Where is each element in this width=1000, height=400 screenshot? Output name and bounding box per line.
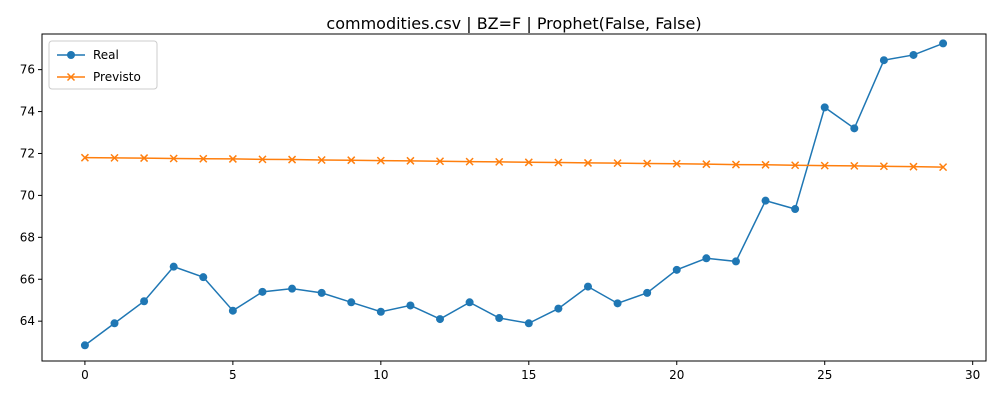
legend-label: Real xyxy=(93,48,119,62)
x-tick-label: 10 xyxy=(373,368,388,382)
data-point xyxy=(850,161,859,170)
data-point xyxy=(228,154,237,163)
x-tick-label: 5 xyxy=(229,368,237,382)
data-point xyxy=(258,155,267,164)
data-point xyxy=(465,157,474,166)
y-tick-label: 74 xyxy=(20,105,35,119)
data-point xyxy=(317,155,326,165)
x-tick-label: 30 xyxy=(965,368,980,382)
data-point xyxy=(199,273,208,282)
data-point xyxy=(435,157,445,166)
data-point xyxy=(643,288,652,297)
series-line xyxy=(84,42,944,346)
data-point xyxy=(80,341,89,350)
data-point xyxy=(909,50,918,59)
data-point xyxy=(169,262,178,271)
y-tick-label: 76 xyxy=(20,63,35,77)
data-point xyxy=(672,265,681,274)
data-point xyxy=(761,160,770,169)
data-point xyxy=(347,156,356,165)
legend-item-previsto: Previsto xyxy=(57,70,141,84)
data-point xyxy=(376,307,385,316)
data-point xyxy=(288,284,297,293)
series-line xyxy=(84,156,944,168)
data-point xyxy=(731,257,740,266)
legend: Real Previsto xyxy=(48,40,158,90)
data-point xyxy=(110,153,119,162)
data-point xyxy=(939,39,948,48)
legend-label: Previsto xyxy=(93,70,141,84)
data-point xyxy=(672,159,681,168)
legend-marker xyxy=(66,72,76,82)
data-point xyxy=(406,156,415,165)
data-point xyxy=(850,124,859,133)
series-real xyxy=(80,39,948,350)
data-point xyxy=(495,157,504,166)
data-point xyxy=(524,158,533,167)
data-point xyxy=(347,298,356,307)
data-point xyxy=(791,205,800,214)
data-point xyxy=(495,314,504,323)
data-point xyxy=(702,160,711,169)
data-point xyxy=(879,162,888,171)
data-point xyxy=(140,154,149,163)
data-point xyxy=(288,155,297,164)
legend-item-real: Real xyxy=(57,48,119,62)
x-tick-label: 25 xyxy=(817,368,832,382)
legend-marker xyxy=(67,51,75,59)
data-point xyxy=(465,298,474,307)
data-point xyxy=(199,154,208,163)
data-point xyxy=(643,159,652,168)
y-tick-label: 68 xyxy=(20,230,35,244)
data-point xyxy=(879,56,888,65)
data-point xyxy=(731,160,740,169)
data-point xyxy=(613,299,622,308)
data-point xyxy=(791,161,800,170)
data-point xyxy=(820,103,829,112)
data-point xyxy=(228,306,237,315)
y-tick-label: 64 xyxy=(20,314,35,328)
data-point xyxy=(406,301,415,310)
data-point xyxy=(258,287,267,296)
data-point xyxy=(820,161,829,170)
y-tick-label: 70 xyxy=(20,188,35,202)
y-tick-label: 66 xyxy=(20,272,35,286)
data-point xyxy=(169,154,178,163)
chart-title: commodities.csv | BZ=F | Prophet(False, … xyxy=(326,14,701,33)
data-point xyxy=(436,315,445,324)
x-axis: 0 5 10 15 20 25 30 xyxy=(81,361,980,382)
data-point xyxy=(761,196,770,205)
x-tick-label: 15 xyxy=(521,368,536,382)
x-tick-label: 20 xyxy=(669,368,684,382)
data-point xyxy=(939,163,948,172)
data-point xyxy=(554,304,563,313)
series-layer xyxy=(80,39,948,350)
data-point xyxy=(909,162,918,171)
data-point xyxy=(376,156,385,165)
plot-frame xyxy=(41,33,987,362)
y-tick-label: 72 xyxy=(20,146,35,160)
x-tick-label: 0 xyxy=(81,368,89,382)
data-point xyxy=(554,158,563,167)
data-point xyxy=(702,254,711,263)
data-point xyxy=(583,158,593,167)
data-point xyxy=(140,297,149,306)
data-point xyxy=(583,282,592,291)
data-point xyxy=(110,319,119,328)
data-point xyxy=(524,319,533,328)
series-previsto xyxy=(80,153,948,172)
y-axis: 64 66 68 70 72 74 76 xyxy=(20,63,42,328)
data-point xyxy=(80,153,89,162)
data-point xyxy=(317,288,326,297)
data-point xyxy=(613,159,622,168)
